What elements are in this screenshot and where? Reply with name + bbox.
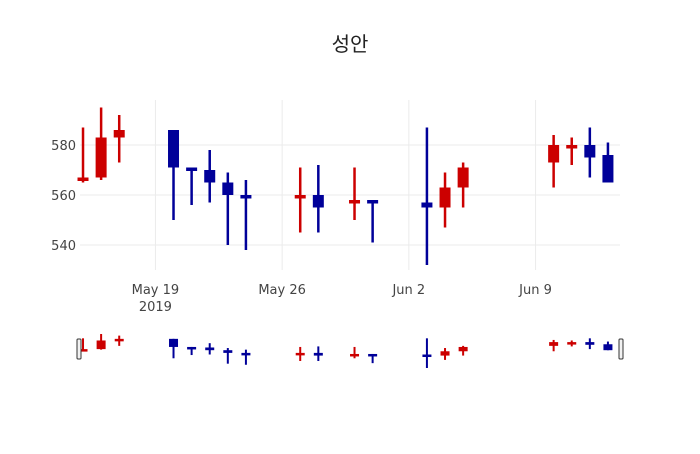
- candle-body: [186, 167, 198, 171]
- candle-decreasing[interactable]: [313, 346, 323, 361]
- candle-increasing[interactable]: [567, 340, 577, 347]
- candle-body: [458, 346, 468, 352]
- candle-body: [567, 342, 577, 345]
- candle-body: [113, 130, 125, 138]
- candle-body: [222, 182, 234, 195]
- candle-decreasing[interactable]: [187, 346, 197, 356]
- candle-decreasing[interactable]: [584, 127, 596, 178]
- candle-body: [313, 352, 323, 356]
- candles: [77, 107, 614, 266]
- candle-body: [349, 200, 361, 204]
- candle-body: [187, 346, 197, 350]
- candle-body: [78, 349, 88, 352]
- candle-body: [223, 350, 233, 353]
- x-tick-label: Jun 2: [391, 283, 425, 298]
- candle-increasing[interactable]: [295, 346, 305, 361]
- candle-body: [368, 353, 378, 357]
- candle-body: [422, 354, 432, 358]
- candle-body: [566, 145, 578, 149]
- x-tick-label: May 26: [258, 283, 306, 298]
- range-slider-left-handle[interactable]: [76, 338, 82, 360]
- candle-body: [584, 145, 596, 158]
- candle-decreasing[interactable]: [603, 341, 613, 351]
- candle-increasing[interactable]: [350, 346, 360, 359]
- candle-decreasing[interactable]: [169, 338, 179, 359]
- candle-body: [350, 353, 360, 357]
- candle-increasing[interactable]: [439, 172, 451, 228]
- candle-body: [169, 338, 179, 347]
- chart-title: 성안: [331, 32, 369, 56]
- candle-increasing[interactable]: [95, 107, 107, 181]
- candle-body: [114, 338, 124, 342]
- candle-body: [312, 195, 324, 208]
- candle-increasing[interactable]: [458, 345, 468, 356]
- candle-increasing[interactable]: [294, 167, 306, 233]
- candle-increasing[interactable]: [96, 334, 106, 350]
- candle-body: [439, 187, 451, 208]
- candle-decreasing[interactable]: [422, 338, 432, 368]
- candle-decreasing[interactable]: [186, 167, 198, 206]
- candle-decreasing[interactable]: [204, 150, 216, 203]
- candle-decreasing[interactable]: [585, 338, 595, 350]
- candle-decreasing[interactable]: [367, 200, 379, 243]
- candle-body: [96, 340, 106, 350]
- candle-decreasing[interactable]: [368, 353, 378, 364]
- candle-increasing[interactable]: [78, 338, 88, 352]
- y-tick-label: 580: [51, 139, 76, 154]
- candle-body: [457, 167, 469, 188]
- candle-body: [77, 177, 89, 181]
- x-tick-label: Jun 9: [518, 283, 552, 298]
- candle-increasing[interactable]: [349, 167, 361, 221]
- candle-body: [295, 352, 305, 356]
- candle-body: [549, 342, 559, 346]
- candle-body: [204, 170, 216, 183]
- candle-decreasing[interactable]: [222, 172, 234, 246]
- candle-body: [548, 145, 560, 163]
- candle-increasing[interactable]: [549, 339, 559, 352]
- grid-lines: [80, 100, 620, 270]
- candle-body: [367, 200, 379, 204]
- candle-decreasing[interactable]: [168, 130, 180, 220]
- candle-increasing[interactable]: [77, 127, 89, 183]
- candle-body: [440, 351, 450, 356]
- candle-decreasing[interactable]: [240, 180, 252, 250]
- candle-decreasing[interactable]: [223, 348, 233, 364]
- y-tick-label: 560: [51, 189, 76, 204]
- x-tick-year-label: 2019: [139, 300, 172, 315]
- range-slider[interactable]: [76, 334, 624, 368]
- x-tick-label: May 19: [132, 283, 180, 298]
- candle-increasing[interactable]: [566, 137, 578, 166]
- candle-body: [602, 155, 614, 183]
- candle-body: [168, 130, 180, 168]
- candle-decreasing[interactable]: [602, 142, 614, 183]
- range-slider-right-handle[interactable]: [618, 338, 624, 360]
- candle-increasing[interactable]: [440, 348, 450, 360]
- candle-body: [421, 202, 433, 208]
- candle-body: [205, 347, 215, 351]
- candle-decreasing[interactable]: [421, 127, 433, 266]
- candle-body: [95, 137, 107, 178]
- candle-increasing[interactable]: [113, 115, 125, 163]
- y-tick-label: 540: [51, 239, 76, 254]
- candle-body: [240, 195, 252, 199]
- candle-body: [241, 352, 251, 356]
- candle-increasing[interactable]: [548, 135, 560, 188]
- candle-body: [603, 344, 613, 351]
- candle-decreasing[interactable]: [205, 343, 215, 355]
- candle-increasing[interactable]: [457, 162, 469, 208]
- candle-decreasing[interactable]: [312, 165, 324, 233]
- candle-body: [585, 342, 595, 345]
- candle-increasing[interactable]: [114, 335, 124, 346]
- candle-decreasing[interactable]: [241, 349, 251, 365]
- candle-body: [294, 195, 306, 199]
